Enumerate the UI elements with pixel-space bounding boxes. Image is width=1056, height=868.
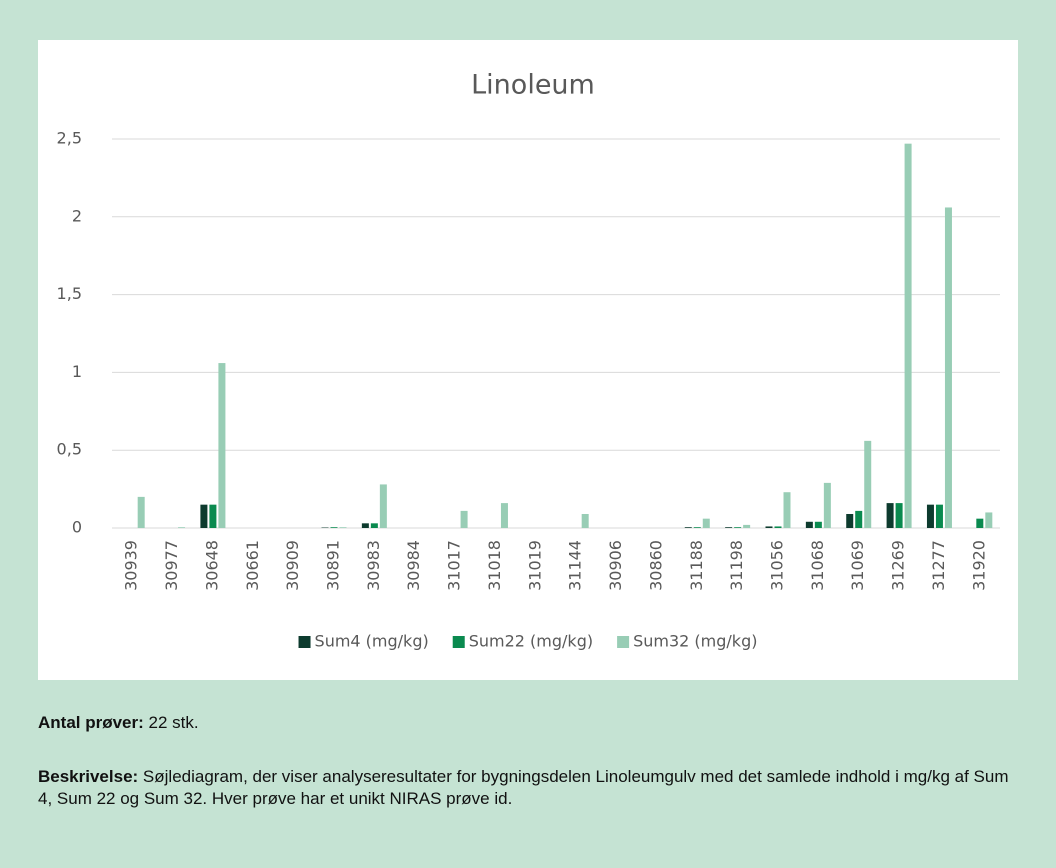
bar: [218, 363, 226, 528]
count-line: Antal prøver: 22 stk.: [38, 712, 1018, 734]
x-tick-label: 31144: [566, 540, 585, 591]
bar: [361, 523, 369, 528]
count-text: 22 stk.: [148, 713, 199, 732]
x-tick-label: 30939: [122, 540, 141, 591]
bar: [895, 503, 903, 528]
x-tick-label: 30891: [324, 540, 343, 591]
y-tick-label: 1,5: [57, 284, 82, 303]
bar: [864, 440, 872, 528]
x-tick-label: 30909: [283, 540, 302, 591]
bar: [178, 527, 186, 528]
bar: [855, 510, 863, 528]
bar: [137, 496, 145, 528]
legend-swatch: [298, 636, 311, 648]
y-tick-label: 0: [72, 518, 82, 537]
x-tick-label: 31198: [727, 540, 746, 591]
bar: [500, 503, 508, 528]
count-label: Antal prøver:: [38, 713, 144, 732]
bar: [823, 482, 831, 528]
x-tick-label: 31056: [768, 540, 787, 591]
bar: [209, 504, 217, 528]
description: Beskrivelse: Søjlediagram, der viser ana…: [38, 766, 1018, 810]
x-tick-label: 30648: [202, 540, 221, 591]
x-tick-label: 30661: [243, 540, 262, 591]
bar: [783, 492, 791, 528]
x-tick-label: 31069: [848, 540, 867, 591]
bar: [814, 521, 822, 528]
bar: [985, 512, 993, 528]
y-tick-label: 1: [72, 362, 82, 381]
bar: [330, 527, 338, 528]
bar: [743, 524, 751, 528]
x-tick-label: 30860: [646, 540, 665, 591]
bar: [765, 526, 773, 528]
bar: [460, 510, 468, 528]
bar: [725, 527, 733, 528]
x-tick-label: 31018: [485, 540, 504, 591]
x-tick-label: 31019: [525, 540, 544, 591]
x-tick-label: 30983: [364, 540, 383, 591]
bar: [684, 527, 692, 528]
y-tick-label: 0,5: [57, 440, 82, 459]
legend-label: Sum22 (mg/kg): [469, 632, 593, 651]
x-tick-label: 31277: [929, 540, 948, 591]
x-tick-label: 31017: [445, 540, 464, 591]
bar: [200, 504, 208, 528]
bar: [702, 518, 710, 528]
bar: [886, 503, 894, 528]
legend-swatch: [617, 636, 630, 648]
description-text: Søjlediagram, der viser analyseresultate…: [38, 767, 1009, 808]
x-tick-label: 31188: [687, 540, 706, 591]
bar: [944, 207, 952, 529]
bar: [693, 527, 701, 528]
x-tick-label: 31068: [808, 540, 827, 591]
x-tick-label: 30906: [606, 540, 625, 591]
bar: [774, 526, 782, 528]
bar: [846, 513, 854, 528]
x-tick-label: 31269: [889, 540, 908, 591]
bar: [339, 527, 347, 528]
chart-box: Linoleum 0 0,5 1 1,5 2 2,5 30939 30977 30648 3066…: [38, 40, 1018, 680]
y-tick-label: 2,5: [57, 129, 82, 148]
bar: [370, 523, 378, 528]
y-tick-label: 2: [72, 206, 82, 225]
bar: [379, 484, 387, 528]
bar: [976, 518, 984, 528]
x-tick-label: 31920: [969, 540, 988, 591]
x-tick-label: 30984: [404, 540, 423, 591]
bar: [581, 513, 589, 528]
bar: [926, 504, 934, 528]
description-label: Beskrivelse:: [38, 767, 139, 786]
legend-swatch: [452, 636, 465, 648]
x-tick-label: 30977: [162, 540, 181, 591]
bar: [734, 527, 742, 528]
chart-title: Linoleum: [471, 70, 595, 101]
chart: Linoleum 0 0,5 1 1,5 2 2,5 30939 30977 30648 3066…: [57, 70, 1000, 651]
bar: [935, 504, 943, 528]
bar: [805, 521, 813, 528]
legend-label: Sum4 (mg/kg): [315, 632, 429, 651]
legend-label: Sum32 (mg/kg): [633, 632, 757, 651]
bar: [904, 143, 912, 528]
